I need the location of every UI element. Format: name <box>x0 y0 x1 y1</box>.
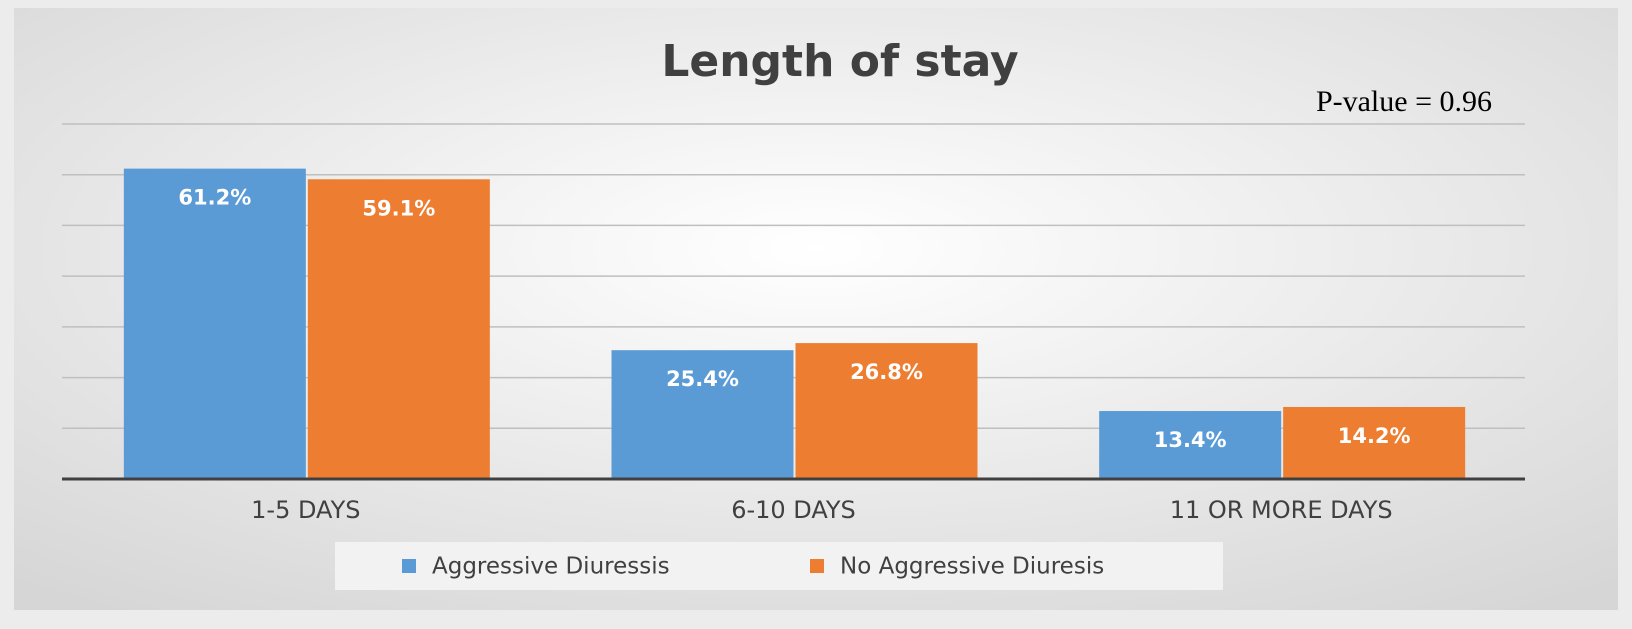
legend-box <box>335 542 1223 590</box>
value-label: 14.2% <box>1338 424 1411 448</box>
x-tick-label: 11 OR MORE DAYS <box>1170 496 1393 524</box>
x-tick-label: 6-10 DAYS <box>731 496 856 524</box>
x-tick-label: 1-5 DAYS <box>251 496 360 524</box>
bar <box>1099 411 1282 479</box>
legend-label: Aggressive Diuressis <box>432 554 670 580</box>
bar <box>1283 406 1466 479</box>
annotation: P-value = 0.96 <box>1316 85 1492 118</box>
value-label: 26.8% <box>850 360 923 384</box>
legend-label: No Aggressive Diuresis <box>840 554 1104 580</box>
value-label: 61.2% <box>178 186 251 210</box>
value-label: 25.4% <box>666 367 739 391</box>
value-label: 13.4% <box>1154 428 1227 452</box>
chart-title: Length of stay <box>661 36 1018 87</box>
value-label: 59.1% <box>362 196 435 220</box>
legend-swatch <box>402 559 416 573</box>
bar <box>123 168 306 479</box>
legend-swatch <box>810 559 824 573</box>
bar <box>795 343 978 479</box>
bar <box>307 179 490 479</box>
bar <box>611 350 794 479</box>
